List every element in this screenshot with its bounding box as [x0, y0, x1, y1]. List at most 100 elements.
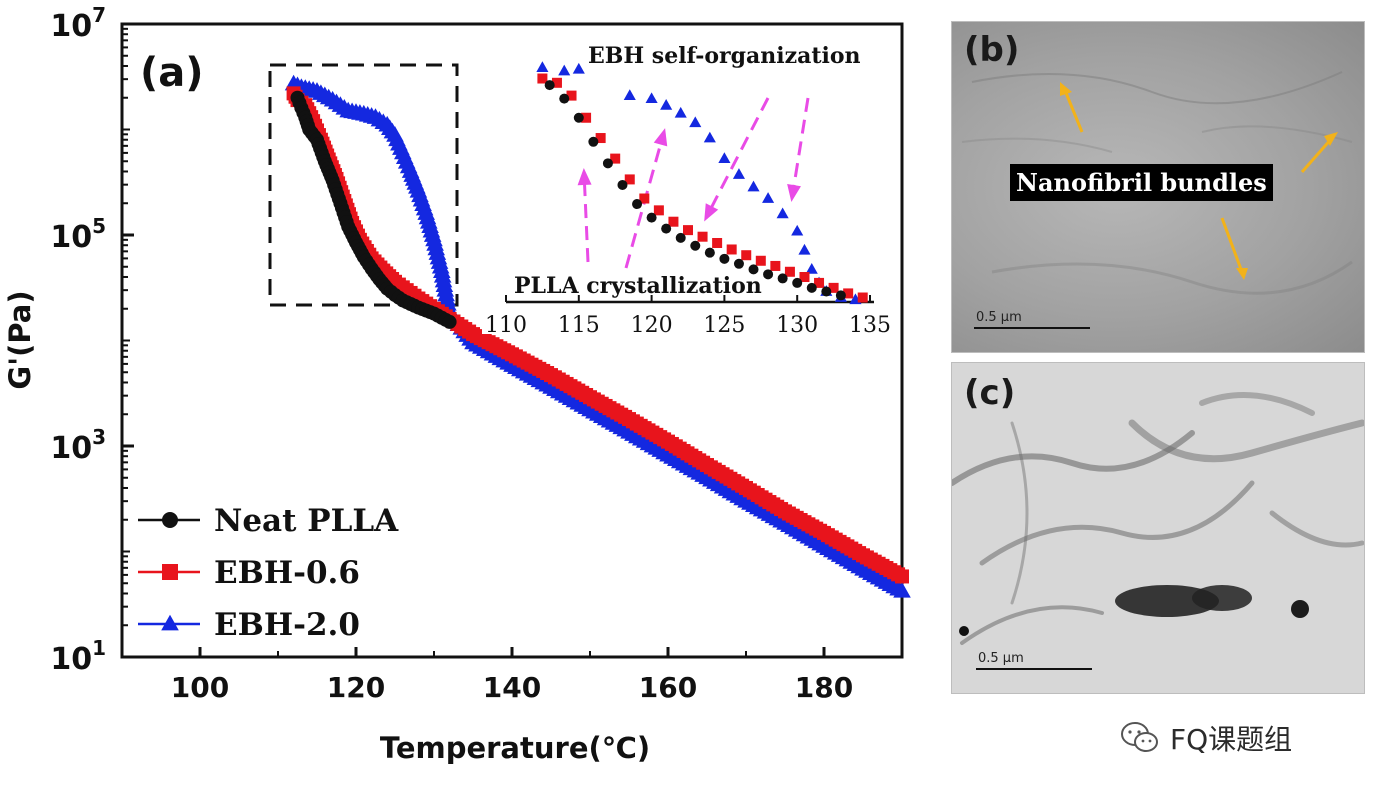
inset-data-point: [770, 260, 781, 271]
inset-data-point: [697, 231, 708, 242]
inset-x-tick-label: 110: [485, 313, 527, 338]
inset-data-point: [559, 93, 570, 104]
inset-data-point: [660, 99, 673, 110]
legend-label: EBH-0.6: [214, 555, 360, 591]
inset-data-point: [777, 273, 788, 284]
inset-data-point: [683, 225, 693, 236]
y-tick-label: 101: [50, 636, 106, 677]
arrow-icon: [1220, 217, 1244, 273]
tem-image-b: (b) Nanofibril bundles 0.5 μm: [951, 21, 1365, 353]
legend-marker: [162, 512, 178, 528]
inset-data-point: [617, 179, 628, 190]
inset-data-point: [762, 192, 775, 203]
x-tick-label: 100: [171, 671, 229, 704]
data-point: [895, 569, 909, 584]
inset-data-point: [718, 152, 731, 164]
inset-data-point: [776, 207, 789, 219]
inset-data-point: [741, 250, 752, 261]
inset-data-point: [632, 199, 643, 210]
inset-annotation-self-organization: EBH self-organization: [588, 43, 861, 69]
inset-x-tick-label: 120: [631, 313, 673, 338]
inset-data-point: [661, 223, 672, 234]
watermark-text: FQ课题组: [1170, 723, 1293, 756]
scale-bar-c: [976, 668, 1092, 670]
inset-data-point: [821, 286, 832, 297]
inset-data-point: [835, 290, 846, 301]
main-chart: 110 115 120 125 130 135 EBH self-organization P…: [3, 3, 911, 765]
panel-b-label: (b): [964, 30, 1020, 70]
inset-data-point: [792, 277, 803, 288]
inset-data-point: [712, 237, 723, 248]
inset-data-point: [558, 64, 571, 76]
legend-label: EBH-2.0: [214, 607, 360, 643]
inset-data-point: [690, 240, 701, 251]
inset-data-point: [703, 131, 716, 143]
scale-bar-b: [974, 327, 1090, 329]
x-tick-label: 120: [327, 671, 385, 704]
inset-data-point: [755, 255, 766, 266]
inset-data-point: [639, 193, 650, 204]
inset-chart: 110 115 120 125 130 135 EBH self-organization P…: [482, 40, 892, 338]
inset-data-point: [733, 258, 744, 269]
inset-data-point: [646, 212, 657, 223]
legend-label: Neat PLLA: [214, 503, 399, 539]
inset-data-point: [799, 272, 810, 283]
panel-a-label: (a): [140, 50, 204, 96]
arrow-icon: [577, 168, 592, 263]
inset-data-point: [653, 205, 664, 216]
inset-data-point: [566, 90, 577, 101]
inset-data-point: [763, 269, 774, 280]
y-axis-label: G'(Pa): [3, 290, 37, 389]
arrow-icon: [787, 97, 810, 202]
data-point: [442, 314, 457, 329]
inset-data-point: [537, 73, 548, 84]
arrow-icon: [1062, 87, 1084, 133]
inset-annotation-crystallization: PLLA crystallization: [514, 273, 762, 299]
inset-data-point: [857, 292, 868, 303]
inset-data-point: [645, 92, 658, 104]
inset-x-tick-label: 130: [776, 313, 818, 338]
inset-x-tick-label: 115: [558, 313, 600, 338]
data-point: [893, 582, 911, 598]
inset-data-point: [602, 158, 613, 169]
zoom-box-rect: [268, 63, 459, 307]
inset-data-point: [675, 232, 686, 243]
legend-entry: Neat PLLA: [138, 503, 399, 539]
inset-data-point: [806, 282, 817, 293]
x-tick-label: 180: [795, 671, 853, 704]
panel-c-label: (c): [964, 373, 1016, 413]
main-series: [284, 74, 911, 598]
inset-data-point: [674, 106, 687, 118]
inset-data-point: [581, 112, 592, 123]
inset-data-point: [726, 244, 737, 255]
inset-data-point: [805, 263, 818, 274]
legend-entry: EBH-2.0: [138, 607, 360, 643]
inset-data-point: [668, 216, 679, 227]
inset-data-point: [828, 282, 839, 293]
inset-data-point: [732, 168, 746, 179]
inset-data-point: [624, 174, 635, 185]
inset-data-point: [791, 224, 804, 236]
scale-label-b: 0.5 μm: [976, 310, 1022, 325]
inset-data-point: [784, 266, 795, 277]
arrowhead-icon: [1324, 132, 1338, 146]
nanofibril-caption: Nanofibril bundles: [1010, 164, 1273, 201]
arrowhead-icon: [1236, 268, 1248, 280]
tem-texture-b: [961, 71, 1353, 295]
y-tick-label: 105: [50, 214, 106, 255]
inset-data-point: [747, 180, 760, 192]
axes: 100 120 140 160 180 101 103 105 107: [50, 3, 853, 704]
inset-x-tick-label: 125: [703, 313, 745, 338]
x-axis-label: Temperature(℃): [380, 731, 650, 765]
arrow-icon: [1300, 137, 1334, 173]
inset-data-point: [704, 247, 715, 258]
inset-data-point: [719, 253, 730, 264]
inset-series-neat-plla: [544, 80, 846, 301]
y-tick-label: 103: [50, 425, 106, 466]
inset-series-ebh-0-6: [537, 73, 868, 303]
x-tick-label: 160: [639, 671, 697, 704]
tem-image-c: (c) 0.5 μm: [951, 362, 1365, 694]
inset-data-point: [595, 133, 606, 144]
x-tick-label: 140: [483, 671, 541, 704]
series-neat-plla: [290, 90, 457, 329]
